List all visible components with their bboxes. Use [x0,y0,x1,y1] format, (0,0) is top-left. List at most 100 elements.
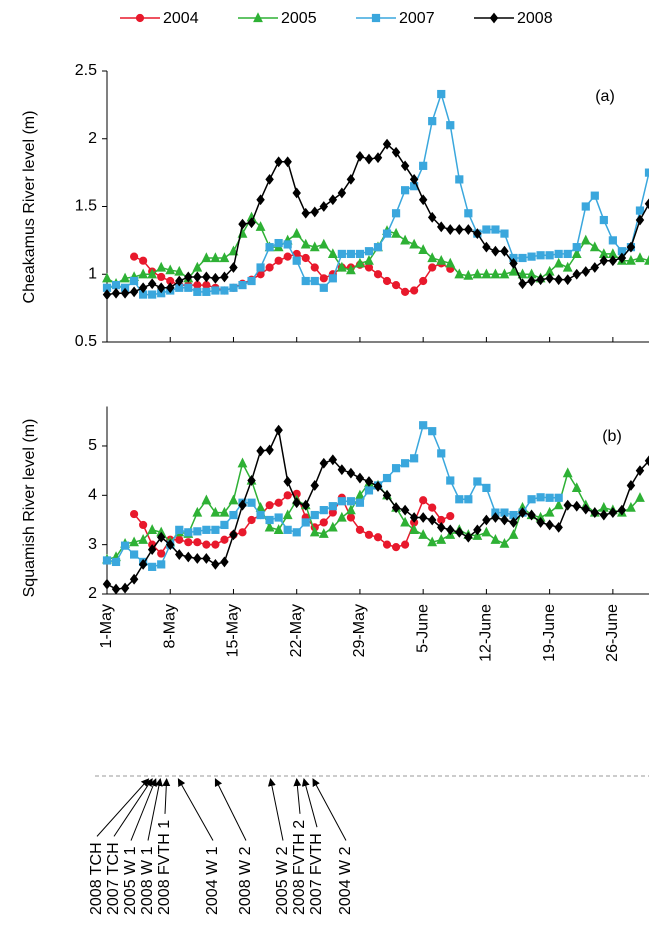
y-tick-label: 2 [88,130,97,147]
data-point [310,276,319,286]
data-point [327,521,338,532]
data-point [184,551,193,563]
data-point [102,556,112,565]
data-point [491,512,500,523]
annotation-arrow [214,778,247,841]
data-point [184,538,193,547]
data-point [400,234,411,245]
data-point [626,241,636,253]
data-point [175,275,184,287]
data-point [454,268,465,279]
data-point [138,558,148,570]
x-tick-label: 22-May [288,604,305,657]
data-point [463,269,474,280]
annotation-label: 2005 W 1 [122,846,139,915]
data-point [418,194,428,206]
data-point [148,562,157,571]
data-point [175,535,184,544]
data-point [310,263,319,272]
data-point [418,244,429,254]
data-point [481,268,492,279]
data-point [382,473,392,483]
data-point [220,286,229,295]
data-point [544,506,555,517]
data-point [391,146,401,158]
data-point [219,506,230,517]
data-point [409,173,419,185]
data-point [364,263,374,272]
data-point [580,234,591,245]
data-point [229,262,238,273]
data-point [554,249,563,259]
data-point [428,503,437,512]
data-point [319,274,328,283]
data-point [129,286,139,298]
data-point [337,497,346,506]
data-point [345,504,356,515]
data-point [473,524,482,536]
data-point [220,535,229,544]
data-point [382,276,392,286]
data-point [120,582,130,594]
data-point [437,449,446,458]
data-point [202,525,211,534]
y-tick-label: 3 [88,536,97,553]
data-point [265,501,274,510]
data-point [364,247,374,256]
data-point [464,495,473,504]
data-point [310,510,319,520]
data-point [536,493,545,502]
data-point [401,287,410,296]
data-point [490,534,501,544]
data-point [211,540,220,549]
data-point [554,493,563,502]
data-point [391,209,401,218]
data-point [590,262,600,273]
data-point [256,510,265,520]
data-point [111,557,121,567]
data-point [283,525,292,534]
data-point [527,252,536,261]
data-point [509,257,518,269]
data-point [472,268,483,279]
data-point [562,261,573,272]
data-point [418,512,428,523]
data-point [174,265,185,276]
data-point [319,201,329,212]
data-point [608,507,618,518]
data-point [184,271,193,283]
data-point [508,529,519,539]
data-point [635,252,645,263]
data-point [147,268,158,279]
data-point [536,517,545,528]
data-point [401,540,410,549]
y-tick-label: 5 [88,437,97,454]
y-axis-label: Cheakamus River level (m) [21,111,38,304]
data-point [644,455,649,467]
data-point [499,268,510,279]
data-point [517,268,528,279]
data-point [175,525,184,534]
data-point [355,257,365,268]
data-point [192,506,203,517]
data-point [102,578,112,590]
data-point [491,245,500,257]
data-point [590,191,599,200]
data-point [292,187,301,199]
data-point [355,472,365,484]
x-tick-label: 19-June [541,604,558,662]
x-tick-label: 5-June [414,604,431,653]
data-point [446,224,455,235]
data-point [157,560,166,569]
data-point [428,427,437,436]
data-point [283,156,292,168]
legend-label: 2008 [517,10,553,27]
data-point [545,519,554,531]
data-point [120,541,130,550]
data-point [139,256,148,265]
data-point [102,272,112,283]
annotation-arrow [177,778,214,841]
data-point [571,482,582,493]
data-point [436,534,447,544]
